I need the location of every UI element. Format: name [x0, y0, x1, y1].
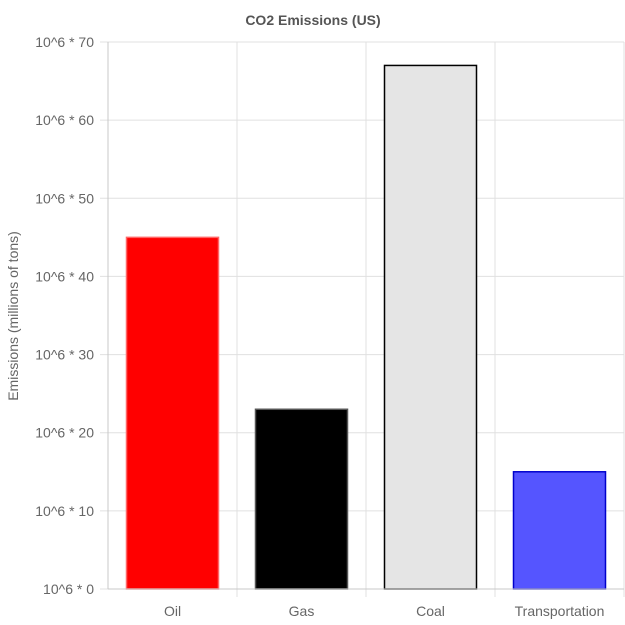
x-tick-label: Transportation: [515, 603, 605, 619]
bar-coal: [383, 64, 478, 590]
y-tick-label: 10^6 * 50: [35, 190, 94, 206]
x-tick-labels: Oil Gas Coal Transportation: [164, 603, 604, 619]
axes: [107, 42, 624, 590]
x-tick-label: Coal: [416, 603, 445, 619]
x-gridlines: [236, 42, 625, 597]
y-tick-label: 10^6 * 10: [35, 503, 94, 519]
y-tick-label: 10^6 * 70: [35, 34, 94, 50]
bar-oil: [125, 236, 220, 590]
x-tick-label: Gas: [289, 603, 315, 619]
chart-title: CO2 Emissions (US): [245, 12, 380, 28]
y-tick-label: 10^6 * 20: [35, 425, 94, 441]
y-tick-label: 10^6 * 60: [35, 112, 94, 128]
bar-transportation: [512, 471, 607, 590]
y-tick-label: 10^6 * 30: [35, 347, 94, 363]
x-tick-label: Oil: [164, 603, 181, 619]
y-tick-labels: 10^6 * 0 10^6 * 10 10^6 * 20 10^6 * 30 10^6 …: [35, 34, 94, 597]
y-tick-label: 10^6 * 40: [35, 268, 94, 284]
y-tick-label: 10^6 * 0: [43, 581, 94, 597]
y-axis-label: Emissions (millions of tons): [5, 231, 21, 401]
bar-gas: [254, 408, 349, 590]
bars: [125, 64, 607, 590]
